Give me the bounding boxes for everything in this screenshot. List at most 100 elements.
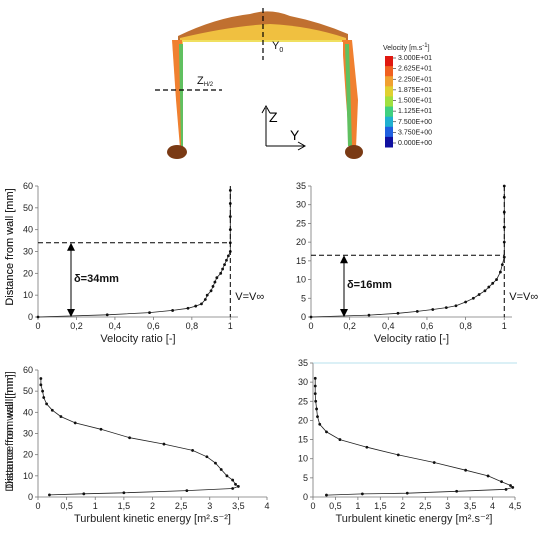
data-point [185, 489, 189, 493]
y-tick-label: 40 [23, 407, 33, 417]
legend-value: 1.500E+01 [398, 98, 432, 105]
y-tick-label: 40 [23, 225, 33, 235]
y0-label: Y0 [272, 40, 283, 54]
data-point [122, 491, 126, 495]
data-point [431, 308, 435, 311]
x-tick-label: 4 [264, 501, 269, 511]
y-axis-label: Distance from wall [mm] [4, 371, 16, 488]
y-tick-label: 30 [23, 247, 33, 257]
data-point [464, 300, 468, 304]
data-point [41, 389, 44, 393]
y-tick-label: 15 [298, 435, 308, 445]
y-tick-label: 25 [298, 396, 308, 406]
data-point [500, 263, 504, 266]
data-point [45, 402, 48, 406]
x-tick-label: 0,8 [186, 321, 199, 331]
data-point [39, 383, 43, 387]
data-point [500, 480, 503, 484]
x-tick-label: 0 [35, 321, 40, 331]
y-tick-label: 30 [296, 200, 306, 210]
x-axis-label: Velocity ratio [-] [374, 333, 449, 345]
vinf-label: V=V∞ [235, 291, 264, 303]
x-tick-label: 3,5 [232, 501, 245, 511]
x-tick-label: 3 [207, 501, 212, 511]
z-axis-label: Z [269, 109, 278, 125]
x-tick-label: 1 [93, 501, 98, 511]
y-tick-label: 0 [303, 492, 308, 502]
data-point [211, 285, 215, 288]
data-point [191, 449, 194, 452]
data-point [360, 492, 364, 496]
x-tick-label: 4,5 [509, 501, 522, 511]
data-point [316, 415, 319, 418]
data-point [205, 293, 209, 297]
data-point [313, 384, 317, 388]
data-point [209, 289, 213, 293]
data-point [148, 311, 151, 315]
x-tick-label: 0,8 [459, 321, 472, 331]
data-point [171, 309, 175, 312]
data-point [194, 304, 198, 308]
x-tick-label: 1 [228, 321, 233, 331]
data-point [226, 254, 230, 258]
legend-value: 2.625E+01 [398, 66, 432, 73]
legend-value: 7.500E+00 [398, 119, 432, 126]
x-tick-label: 1 [502, 321, 507, 331]
data-point [213, 280, 217, 284]
delta-label: δ=16mm [347, 279, 392, 291]
x-tick-label: 0,2 [343, 321, 356, 331]
data-point [128, 436, 132, 440]
data-point [36, 315, 40, 319]
y-tick-label: 10 [298, 454, 308, 464]
x-tick-label: 3 [445, 501, 450, 511]
y-axis-label: Distance from wall [mm] [4, 188, 16, 305]
x-tick-label: 0,4 [109, 321, 122, 331]
data-point [221, 267, 225, 271]
data-point [455, 489, 459, 493]
legend-swatch [385, 76, 393, 87]
data-point [509, 484, 512, 487]
x-tick-label: 1 [355, 501, 360, 511]
legend-value: 0.000E+00 [398, 140, 432, 147]
y-tick-label: 0 [301, 312, 306, 322]
y-tick-label: 60 [23, 181, 33, 191]
y-tick-label: 20 [298, 415, 308, 425]
x-tick-label: 0,5 [329, 501, 342, 511]
y-tick-label: 50 [23, 386, 33, 396]
y-tick-label: 5 [303, 473, 308, 483]
x-tick-label: 0,6 [421, 321, 434, 331]
data-point [48, 493, 51, 497]
zmid-label: ZH/2 [197, 75, 214, 88]
data-point [315, 407, 318, 411]
data-point [444, 306, 448, 310]
series-line [314, 378, 514, 496]
data-point [318, 422, 322, 426]
y-tick-label: 5 [301, 293, 306, 303]
data-point [99, 427, 103, 431]
y-tick-label: 35 [298, 358, 308, 368]
data-point [396, 311, 400, 315]
velocity-legend: Velocity [m.s-1] 3.000E+01 2.625E+01 2.250… [383, 43, 432, 148]
y-tick-label: 15 [296, 256, 306, 266]
data-point [415, 309, 419, 313]
data-point [162, 442, 166, 446]
data-point [219, 468, 223, 471]
data-point [313, 392, 317, 396]
y-tick-label: 10 [23, 290, 33, 300]
data-point [495, 278, 498, 281]
data-point [231, 478, 235, 482]
x-tick-label: 0,2 [70, 321, 83, 331]
x-tick-label: 0,6 [147, 321, 160, 331]
data-point [50, 408, 54, 412]
data-point [234, 482, 237, 486]
data-point [325, 493, 328, 497]
legend-value: 2.250E+01 [398, 76, 432, 83]
x-tick-label: 3,5 [464, 501, 477, 511]
legend-swatch [385, 116, 393, 128]
y-tick-label: 50 [23, 203, 33, 213]
data-point [82, 492, 86, 496]
data-point [499, 270, 502, 274]
y-tick-label: 10 [296, 275, 306, 285]
data-point [39, 377, 43, 380]
